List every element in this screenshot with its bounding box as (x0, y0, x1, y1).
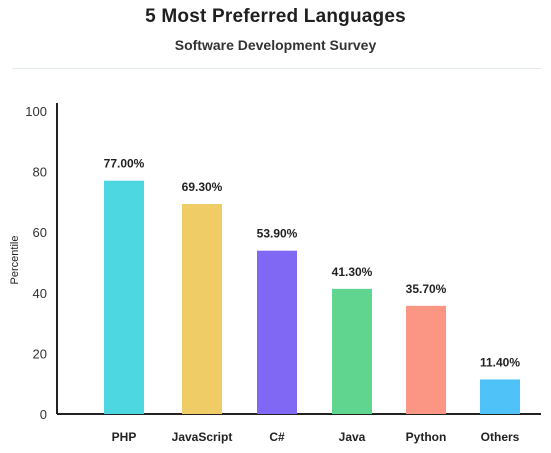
value-label: 11.40% (480, 355, 520, 369)
category-label: PHP (112, 430, 137, 444)
bar (104, 180, 144, 414)
bar (406, 305, 446, 414)
bar (480, 379, 520, 414)
value-label: 41.30% (332, 265, 373, 279)
category-label: Java (339, 430, 366, 444)
category-label: Python (406, 430, 447, 444)
bar (257, 250, 297, 414)
bar (332, 288, 372, 414)
value-label: 35.70% (406, 282, 447, 296)
y-tick-label: 40 (33, 286, 47, 301)
y-tick-label: 0 (40, 407, 47, 422)
y-axis: 0 20 40 60 80 100 (25, 103, 541, 422)
chart-subtitle: Software Development Survey (174, 37, 377, 53)
y-axis-title: Percentile (9, 236, 21, 285)
y-tick-label: 20 (33, 346, 47, 361)
y-tick-label: 60 (33, 225, 47, 240)
value-label: 69.30% (182, 180, 223, 194)
value-label: 53.90% (257, 227, 298, 241)
chart-title: 5 Most Preferred Languages (145, 6, 406, 27)
bars (104, 180, 520, 414)
category-label: JavaScript (172, 430, 233, 444)
value-labels: 77.00% 69.30% 53.90% 41.30% 35.70% 11.40% (104, 157, 521, 370)
header-divider (12, 68, 542, 69)
bar (182, 204, 222, 414)
category-labels: PHP JavaScript C# Java Python Others (112, 430, 520, 444)
category-label: C# (269, 430, 285, 444)
category-label: Others (481, 430, 520, 444)
value-label: 77.00% (104, 157, 145, 171)
y-tick-label: 100 (25, 104, 47, 119)
y-tick-label: 80 (33, 165, 47, 180)
